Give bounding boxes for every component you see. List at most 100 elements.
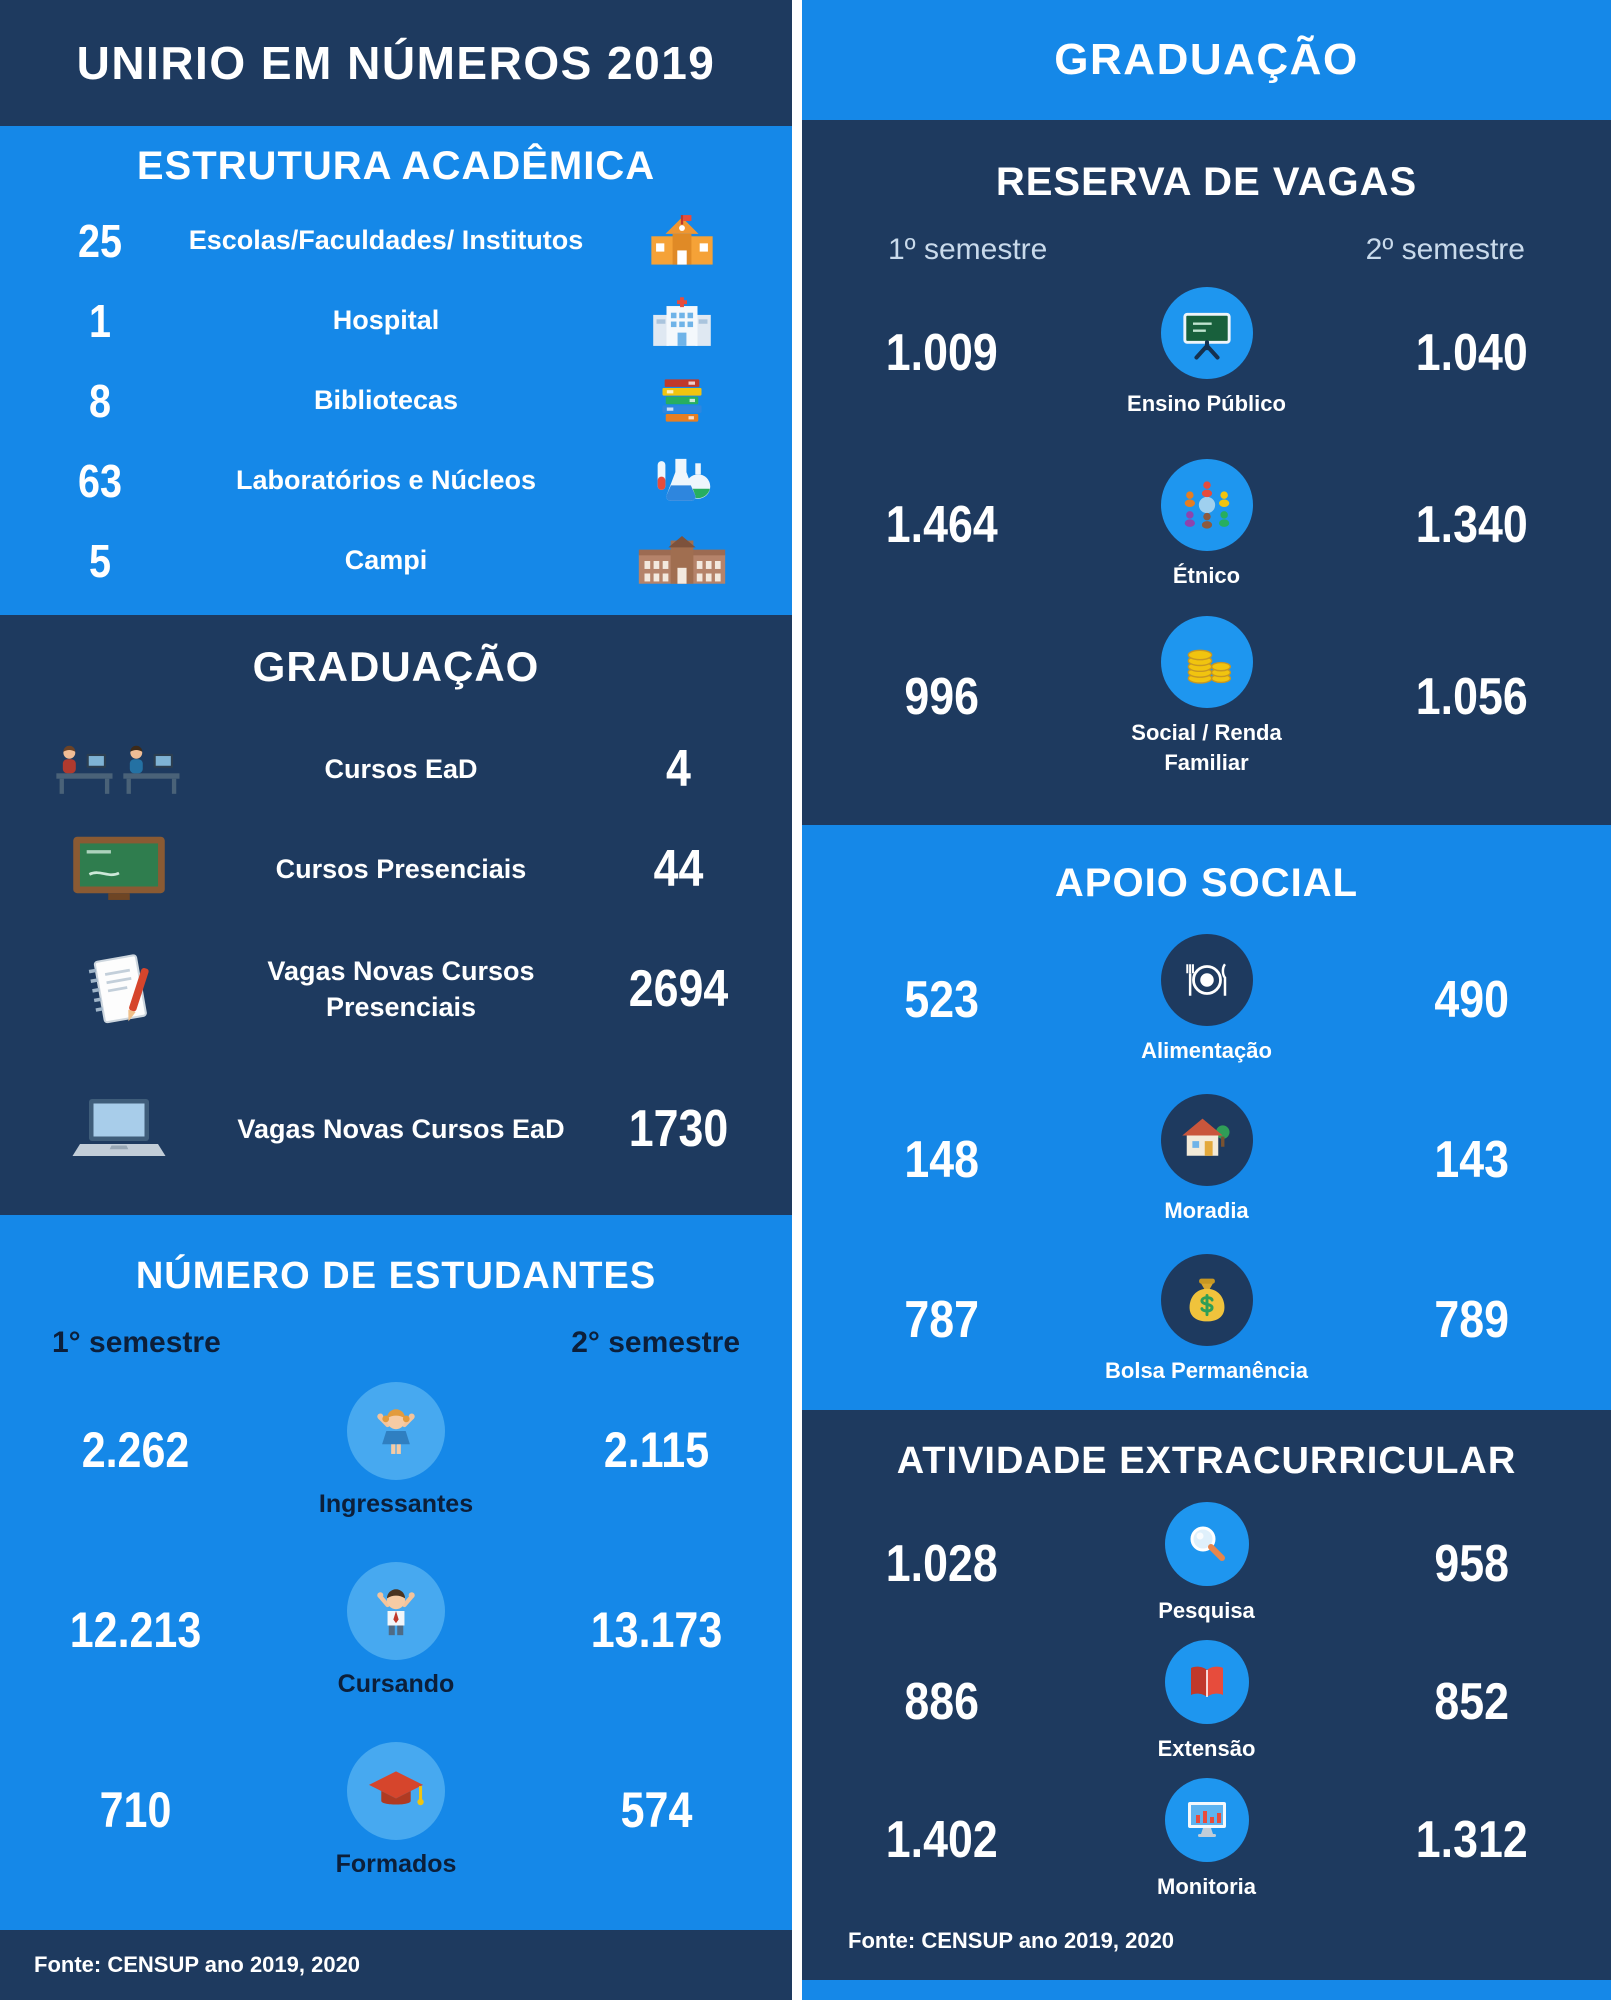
- stat-value: 44: [653, 840, 704, 898]
- stat-label: Cursos EaD: [324, 753, 478, 784]
- estrutura-rows: 25 Escolas/Faculdades/ Institutos 1 Hosp…: [0, 201, 792, 601]
- stat-value: 1730: [628, 1100, 729, 1158]
- stat-value-sem1: 787: [904, 1291, 980, 1349]
- semester-1-header: 1º semestre: [888, 233, 1048, 266]
- reserva-title: RESERVA DE VAGAS: [995, 160, 1418, 204]
- magnifier-icon: [1164, 1502, 1249, 1587]
- stat-value-sem1: 1.009: [885, 324, 998, 382]
- stat-label: Laboratórios e Núcleos: [235, 465, 537, 496]
- stat-row: 710 Formados 574: [0, 1720, 792, 1900]
- stat-row: Vagas Novas Cursos EaD 1730: [0, 1059, 792, 1199]
- right-footer: Fonte: CENSUP ano 2019, 2020: [802, 1928, 1611, 1980]
- stat-label: Bolsa Permanência: [1105, 1358, 1308, 1384]
- graduacao-title: GRADUAÇÃO: [1054, 35, 1359, 84]
- stat-row: 523 Alimentação 490: [802, 920, 1611, 1080]
- student-girl-icon: [347, 1381, 445, 1480]
- stat-row: 886 Extensão 852: [802, 1633, 1611, 1771]
- stat-value-sem2: 13.173: [590, 1602, 723, 1658]
- right-column: GRADUAÇÃO RESERVA DE VAGAS 1º semestre 2…: [802, 0, 1611, 2000]
- stat-center: Ensino Público: [1082, 287, 1332, 419]
- section-numero-estudantes: NÚMERO DE ESTUDANTES 1° semestre 2° seme…: [0, 1215, 792, 1930]
- stat-row: 1 Hospital: [30, 281, 762, 361]
- graduacao-left-title: GRADUAÇÃO: [252, 643, 540, 690]
- stat-row: 996 Social / Renda Familiar 1.056: [802, 611, 1611, 783]
- stat-label: Vagas Novas Cursos EaD: [237, 1113, 565, 1144]
- stat-label: Monitoria: [1157, 1874, 1256, 1900]
- stat-row: 63 Laboratórios e Núcleos: [30, 441, 762, 521]
- monitor-chart-icon: [1164, 1778, 1249, 1863]
- open-book-icon: [1164, 1640, 1249, 1725]
- stat-value-sem1: 1.028: [885, 1535, 998, 1593]
- left-column: UNIRIO EM NÚMEROS 2019 ESTRUTURA ACADÊMI…: [0, 0, 792, 2000]
- stat-value-sem1: 996: [904, 668, 980, 726]
- stat-value-sem2: 789: [1433, 1291, 1509, 1349]
- stat-value: 1: [88, 295, 112, 347]
- semester-headers: 1º semestre 2º semestre: [802, 233, 1611, 267]
- stat-center: Alimentação: [1082, 934, 1332, 1066]
- ethnic-group-icon: [1160, 459, 1253, 552]
- stat-value-sem1: 2.262: [81, 1422, 190, 1478]
- stat-row: 787 Bolsa Permanência 789: [802, 1240, 1611, 1400]
- chalkboard-easel-icon: [1160, 287, 1253, 380]
- coins-icon: [1160, 616, 1253, 709]
- stat-value-sem2: 1.040: [1415, 324, 1528, 382]
- stat-row: 148 Moradia 143: [802, 1080, 1611, 1240]
- stat-row: 8 Bibliotecas: [30, 361, 762, 441]
- stat-value: 4: [666, 740, 691, 798]
- stat-value-sem2: 143: [1433, 1131, 1509, 1189]
- stat-label: Pesquisa: [1158, 1598, 1255, 1624]
- stat-center: Cursando: [271, 1561, 521, 1699]
- stat-value-sem2: 1.312: [1415, 1811, 1528, 1869]
- stat-value-sem2: 1.340: [1415, 496, 1528, 554]
- stat-center: Extensão: [1082, 1640, 1332, 1764]
- stat-value-sem2: 574: [620, 1782, 693, 1838]
- school-icon: [602, 215, 762, 267]
- plate-cutlery-icon: [1160, 934, 1253, 1027]
- source-note: Fonte: CENSUP ano 2019, 2020: [848, 1928, 1175, 1953]
- section-atividade-extracurricular: ATIVIDADE EXTRACURRICULAR 1.028 Pesquisa…: [802, 1410, 1611, 1980]
- stat-label: Campi: [344, 545, 428, 576]
- stat-value-sem1: 710: [99, 1782, 172, 1838]
- stat-label: Escolas/Faculdades/ Institutos: [188, 225, 584, 256]
- stat-value-sem1: 886: [904, 1673, 980, 1731]
- graduation-cap-icon: [347, 1741, 445, 1840]
- semester-headers: 1° semestre 2° semestre: [0, 1326, 792, 1360]
- stat-value: 2694: [628, 960, 729, 1018]
- section-apoio-social: APOIO SOCIAL 523 Alimentação 490 148: [802, 825, 1611, 1410]
- graduacao-header: GRADUAÇÃO: [802, 0, 1611, 120]
- main-header: UNIRIO EM NÚMEROS 2019: [0, 0, 792, 126]
- stat-row: Vagas Novas Cursos Presenciais 2694: [0, 919, 792, 1059]
- house-icon: [1160, 1094, 1253, 1187]
- stat-center: Étnico: [1082, 459, 1332, 591]
- stat-value: 63: [77, 455, 122, 507]
- stat-label: Extensão: [1157, 1736, 1256, 1762]
- stat-value: 5: [88, 535, 112, 587]
- flasks-icon: [602, 454, 762, 508]
- stat-label: Cursando: [337, 1669, 455, 1698]
- stat-row: 1.402 Monitoria 1.312: [802, 1771, 1611, 1909]
- stat-value-sem1: 148: [904, 1131, 980, 1189]
- estrutura-title: ESTRUTURA ACADÊMICA: [136, 144, 656, 188]
- student-boy-icon: [347, 1561, 445, 1660]
- section-estrutura-academica: ESTRUTURA ACADÊMICA 25 Escolas/Faculdade…: [0, 126, 792, 615]
- stat-row: Cursos Presenciais 44: [0, 819, 792, 919]
- stat-row: 1.464 Étnico 1.340: [802, 439, 1611, 611]
- stat-center: Moradia: [1082, 1094, 1332, 1226]
- page-title: UNIRIO EM NÚMEROS 2019: [76, 37, 716, 89]
- stat-center: Monitoria: [1082, 1778, 1332, 1902]
- hospital-icon: [602, 296, 762, 346]
- campus-icon: [602, 536, 762, 586]
- stat-value-sem2: 2.115: [603, 1422, 710, 1478]
- stat-row: 2.262 Ingressantes 2.115: [0, 1360, 792, 1540]
- stat-center: Pesquisa: [1082, 1502, 1332, 1626]
- stat-label: Alimentação: [1141, 1038, 1272, 1064]
- stat-value: 8: [88, 375, 112, 427]
- stat-value-sem1: 523: [904, 971, 980, 1029]
- stat-value-sem2: 490: [1433, 971, 1509, 1029]
- stat-center: Bolsa Permanência: [1082, 1254, 1332, 1386]
- left-footer: Fonte: CENSUP ano 2019, 2020: [0, 1930, 792, 2000]
- bottom-strip: [802, 1980, 1611, 2000]
- chalkboard-icon: [26, 834, 211, 904]
- stat-center: Formados: [271, 1741, 521, 1879]
- stat-label: Ingressantes: [318, 1489, 474, 1518]
